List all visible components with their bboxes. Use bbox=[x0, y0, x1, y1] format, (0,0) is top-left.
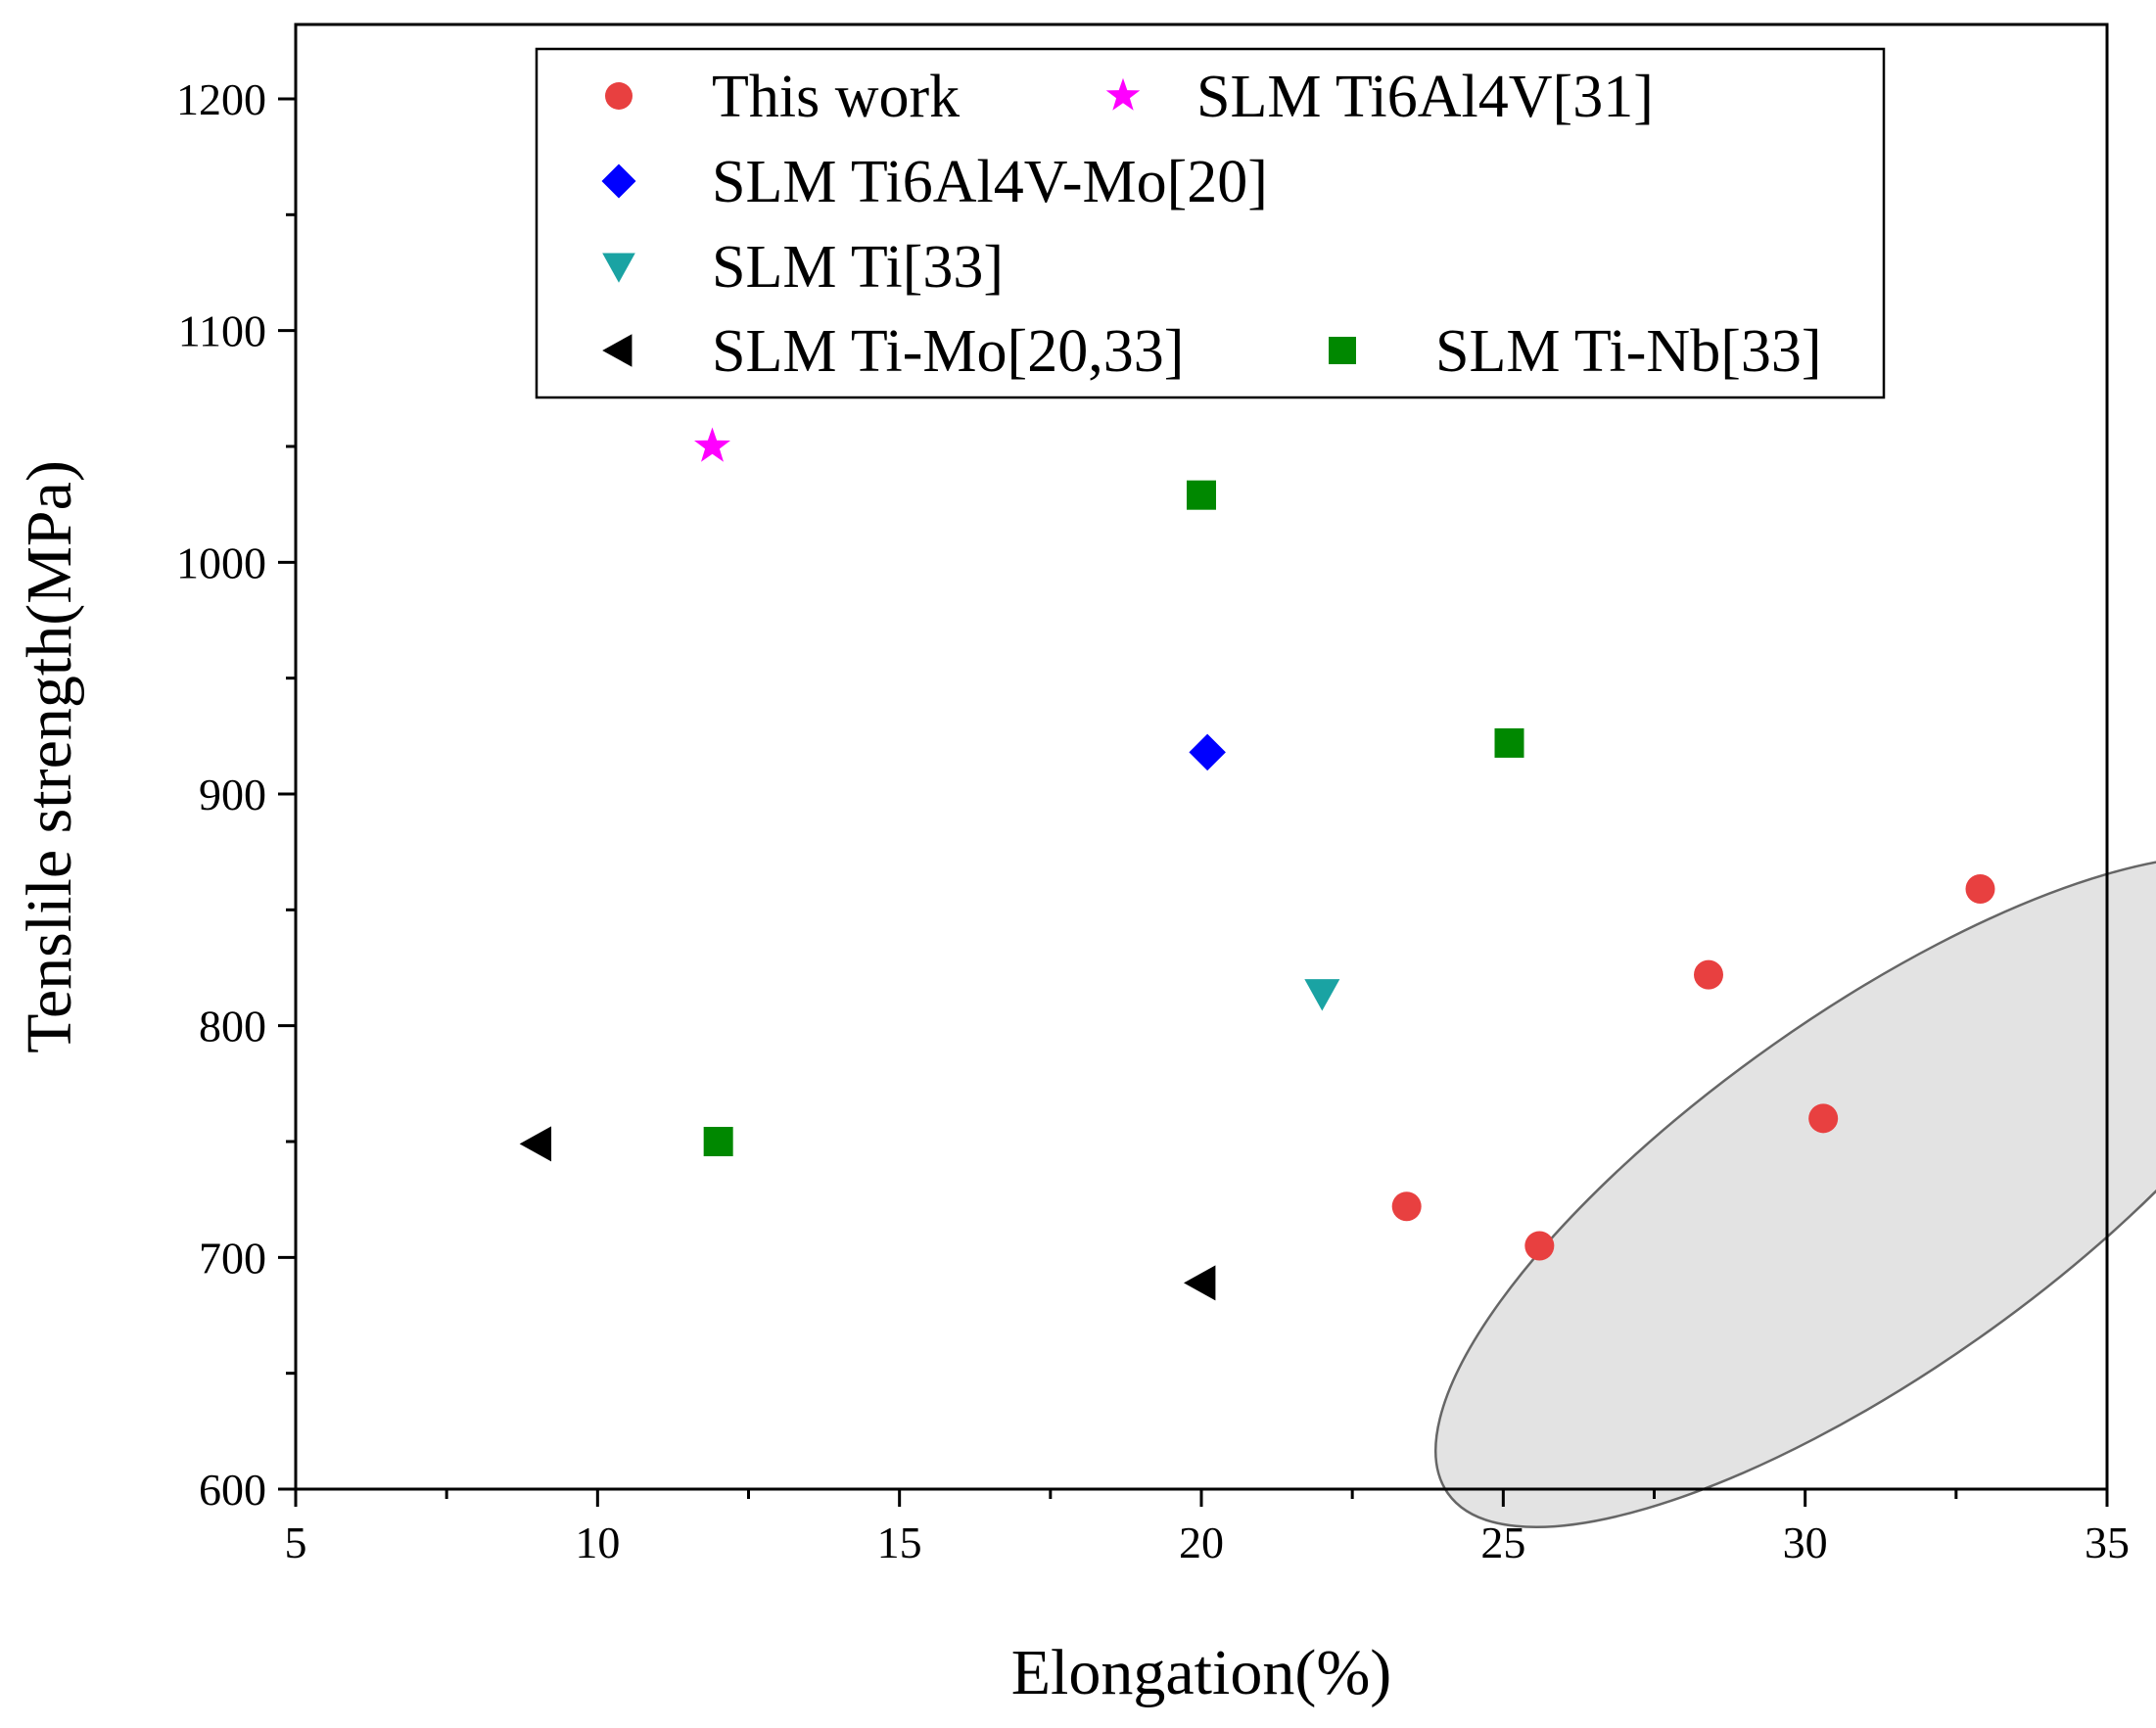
x-axis-title: Elongation(%) bbox=[1011, 1637, 1392, 1708]
data-points bbox=[519, 427, 1995, 1301]
x-tick-label: 15 bbox=[877, 1518, 922, 1567]
legend-label: SLM Ti6Al4V-Mo[20] bbox=[712, 149, 1268, 215]
y-tick-label: 1100 bbox=[178, 306, 266, 356]
x-tick-label: 10 bbox=[575, 1518, 620, 1567]
data-point-circle-0-1 bbox=[1524, 1231, 1555, 1261]
y-axis-title: Tenslile strength(MPa) bbox=[14, 460, 85, 1053]
data-point-triangle-down-3-0 bbox=[1304, 979, 1340, 1011]
legend-label: SLM Ti6Al4V[31] bbox=[1196, 64, 1654, 130]
data-point-triangle-left-4-1 bbox=[1184, 1265, 1216, 1301]
data-point-square-5-2 bbox=[1494, 727, 1524, 758]
x-tick-label: 20 bbox=[1179, 1518, 1224, 1567]
data-point-square-5-0 bbox=[703, 1126, 733, 1156]
axes: 5 10 15 20 25 30 35 600 700 800 900 1000 1100 1200 bbox=[176, 23, 2130, 1567]
legend-marker-triangle-down bbox=[602, 253, 635, 283]
x-tick-label: 25 bbox=[1480, 1518, 1525, 1567]
y-tick-label: 900 bbox=[199, 770, 266, 819]
highlight-layer bbox=[1434, 855, 2156, 1528]
legend-label: SLM Ti[33] bbox=[712, 234, 1004, 301]
x-tick-label: 5 bbox=[285, 1518, 307, 1567]
data-point-circle-0-3 bbox=[1808, 1103, 1839, 1134]
legend-label: SLM Ti-Nb[33] bbox=[1435, 318, 1822, 385]
data-point-triangle-left-4-0 bbox=[519, 1126, 552, 1162]
y-tick-label: 1000 bbox=[176, 537, 266, 587]
data-point-square-5-1 bbox=[1187, 480, 1216, 510]
legend-marker-square bbox=[1329, 337, 1356, 364]
data-point-circle-0-2 bbox=[1694, 959, 1723, 990]
y-tick-label: 700 bbox=[199, 1233, 266, 1283]
data-point-diamond-2-0 bbox=[1189, 733, 1226, 771]
legend-marker-circle bbox=[605, 82, 633, 110]
data-point-star-1-0 bbox=[694, 427, 730, 462]
highlight-ellipse bbox=[1434, 855, 2156, 1528]
legend: This work SLM Ti6Al4V[31] SLM Ti6Al4V-Mo[2… bbox=[535, 47, 1886, 399]
data-point-circle-0-4 bbox=[1965, 874, 1995, 905]
x-tick-label: 35 bbox=[2085, 1518, 2130, 1567]
x-tick-label: 30 bbox=[1783, 1518, 1828, 1567]
data-point-circle-0-0 bbox=[1391, 1191, 1422, 1222]
legend-marker-diamond bbox=[601, 163, 636, 199]
legend-label: This work bbox=[712, 64, 960, 130]
legend-marker-triangle-left bbox=[602, 334, 633, 367]
y-tick-label: 1200 bbox=[176, 74, 266, 124]
legend-box bbox=[535, 47, 1886, 399]
legend-marker-star bbox=[1105, 77, 1141, 111]
legend-label: SLM Ti-Mo[20,33] bbox=[712, 318, 1184, 385]
y-tick-label: 800 bbox=[199, 1002, 266, 1051]
y-tick-label: 600 bbox=[199, 1465, 266, 1515]
